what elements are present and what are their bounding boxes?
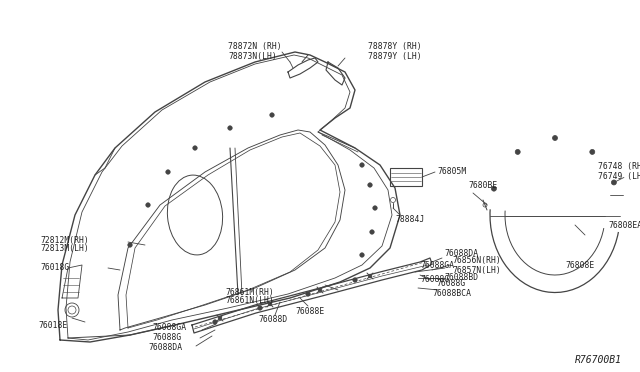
Circle shape: [368, 183, 372, 187]
Circle shape: [306, 292, 310, 296]
Text: 76088G: 76088G: [420, 276, 449, 285]
Text: 72812M(RH): 72812M(RH): [40, 235, 89, 244]
Text: 78884J: 78884J: [395, 215, 424, 224]
Circle shape: [492, 186, 497, 191]
Text: 76018G: 76018G: [40, 263, 69, 273]
Bar: [390, 168, 422, 186]
Text: 76088E: 76088E: [295, 308, 324, 317]
Text: 76088G: 76088G: [436, 279, 465, 288]
Text: 72813M(LH): 72813M(LH): [40, 244, 89, 253]
Circle shape: [360, 253, 364, 257]
Circle shape: [368, 274, 372, 278]
Text: 76749 (LH): 76749 (LH): [598, 171, 640, 180]
Text: 7680BE: 7680BE: [468, 180, 497, 189]
Text: 76088GA: 76088GA: [152, 324, 186, 333]
Text: 76808EA: 76808EA: [608, 221, 640, 230]
Circle shape: [372, 206, 377, 210]
Text: 76088GA: 76088GA: [420, 260, 454, 269]
Circle shape: [258, 306, 262, 310]
Text: 76088DA: 76088DA: [444, 250, 478, 259]
Circle shape: [218, 316, 222, 320]
Circle shape: [515, 150, 520, 154]
Circle shape: [611, 180, 616, 185]
Text: 78873N(LH): 78873N(LH): [228, 51, 276, 61]
Circle shape: [370, 230, 374, 234]
Text: 76748 (RH): 76748 (RH): [598, 163, 640, 171]
Text: 76861N(LH): 76861N(LH): [225, 296, 274, 305]
Text: 78879Y (LH): 78879Y (LH): [368, 51, 422, 61]
Text: 76088BCA: 76088BCA: [432, 289, 471, 298]
Circle shape: [128, 243, 132, 247]
Text: 76088G: 76088G: [152, 334, 181, 343]
Text: R76700B1: R76700B1: [575, 355, 622, 365]
Circle shape: [228, 126, 232, 130]
Circle shape: [353, 278, 357, 282]
Text: 76805M: 76805M: [437, 167, 467, 176]
Text: 78872N (RH): 78872N (RH): [228, 42, 282, 51]
Circle shape: [318, 288, 322, 292]
Text: 76856N(RH): 76856N(RH): [452, 257, 500, 266]
Circle shape: [590, 150, 595, 154]
Circle shape: [146, 203, 150, 207]
Text: 76861M(RH): 76861M(RH): [225, 288, 274, 296]
Text: 76088DA: 76088DA: [148, 343, 182, 353]
Circle shape: [360, 163, 364, 167]
Text: 76808E: 76808E: [565, 260, 595, 269]
Circle shape: [193, 146, 197, 150]
Circle shape: [166, 170, 170, 174]
Circle shape: [268, 302, 272, 306]
Text: 76018E: 76018E: [38, 321, 67, 330]
Text: 78878Y (RH): 78878Y (RH): [368, 42, 422, 51]
Text: 76088D: 76088D: [258, 315, 287, 324]
Text: 76088BD: 76088BD: [444, 273, 478, 282]
Circle shape: [212, 320, 217, 324]
Circle shape: [552, 135, 557, 141]
Text: 76857N(LH): 76857N(LH): [452, 266, 500, 275]
Circle shape: [270, 113, 274, 117]
